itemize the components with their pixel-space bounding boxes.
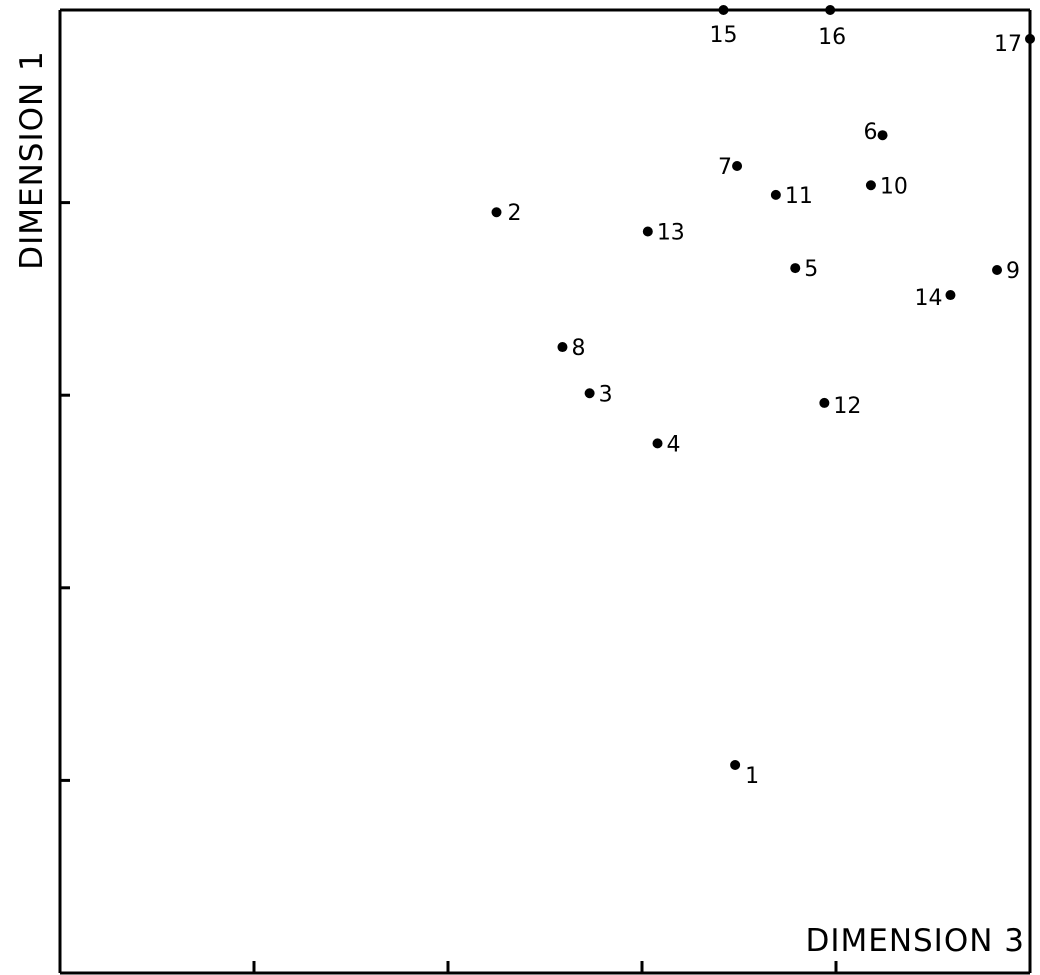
point-label-15: 15 <box>709 23 737 48</box>
point-label-7: 7 <box>718 155 732 180</box>
data-point-17 <box>1025 33 1035 44</box>
data-point-10 <box>865 180 876 191</box>
data-point-13 <box>642 226 653 237</box>
data-point-11 <box>770 189 781 200</box>
data-point-16 <box>825 5 836 15</box>
data-point-12 <box>819 397 830 408</box>
data-point-4 <box>652 438 663 449</box>
point-label-4: 4 <box>667 432 681 457</box>
point-label-13: 13 <box>657 220 685 245</box>
plot-frame <box>58 8 1032 975</box>
data-point-9 <box>992 265 1003 276</box>
point-label-17: 17 <box>994 32 1022 57</box>
x-axis-title: DIMENSION 3 <box>805 923 1025 959</box>
point-label-10: 10 <box>880 174 908 199</box>
point-label-1: 1 <box>745 764 759 789</box>
point-label-14: 14 <box>914 286 942 311</box>
data-point-2 <box>491 207 502 218</box>
point-label-2: 2 <box>508 201 522 226</box>
point-label-11: 11 <box>785 184 813 209</box>
axis-ticks <box>60 201 838 973</box>
point-label-16: 16 <box>818 25 846 50</box>
point-label-9: 9 <box>1006 259 1020 284</box>
point-label-8: 8 <box>571 336 585 361</box>
data-point-15 <box>718 5 729 15</box>
data-point-7 <box>732 161 743 172</box>
data-point-1 <box>730 759 741 770</box>
data-point-3 <box>584 388 595 399</box>
point-label-5: 5 <box>804 257 818 282</box>
data-point-5 <box>790 263 801 274</box>
point-label-3: 3 <box>599 382 613 407</box>
point-label-6: 6 <box>864 120 878 145</box>
data-point-8 <box>557 342 568 353</box>
y-axis-title: DIMENSION 1 <box>14 50 50 270</box>
point-label-12: 12 <box>833 394 861 419</box>
data-point-14 <box>945 290 956 301</box>
data-point-6 <box>877 130 888 141</box>
